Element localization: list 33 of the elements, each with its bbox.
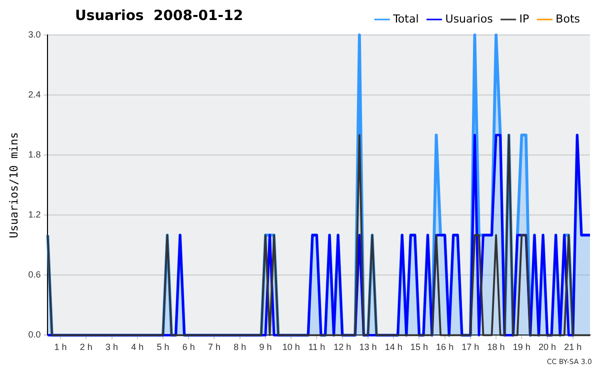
x-tick-label: 6 h bbox=[182, 342, 195, 352]
x-tick-label: 20 h bbox=[538, 342, 556, 352]
y-tick-label: 2.4 bbox=[28, 90, 41, 100]
x-tick-label: 12 h bbox=[334, 342, 352, 352]
x-tick-label: 10 h bbox=[282, 342, 300, 352]
x-tick-label: 11 h bbox=[308, 342, 326, 352]
x-tick-label: 13 h bbox=[359, 342, 377, 352]
x-tick-label: 18 h bbox=[487, 342, 505, 352]
x-tick-label: 14 h bbox=[384, 342, 402, 352]
chart-title: Usuarios 2008-01-12 bbox=[75, 8, 244, 24]
legend-label: Usuarios bbox=[445, 12, 494, 26]
x-tick-label: 9 h bbox=[259, 342, 272, 352]
x-tick-label: 16 h bbox=[436, 342, 454, 352]
x-tick-label: 4 h bbox=[131, 342, 144, 352]
legend-label: IP bbox=[519, 12, 530, 26]
y-tick-label: 3.0 bbox=[28, 29, 41, 40]
y-axis-title: Usuarios/10 mins bbox=[7, 132, 20, 238]
y-tick-label: 1.2 bbox=[28, 210, 41, 220]
x-tick-label: 17 h bbox=[462, 342, 480, 352]
x-tick-label: 5 h bbox=[156, 342, 170, 352]
x-tick-label: 15 h bbox=[410, 342, 428, 352]
y-tick-label: 0.6 bbox=[28, 270, 41, 280]
legend-label: Total bbox=[392, 12, 419, 26]
x-tick-label: 8 h bbox=[234, 342, 246, 352]
x-tick-label: 19 h bbox=[512, 342, 530, 352]
y-tick-label: 0.0 bbox=[28, 330, 41, 340]
legend-label: Bots bbox=[556, 12, 580, 26]
x-tick-label: 3 h bbox=[106, 342, 118, 352]
y-tick-label: 1.8 bbox=[28, 150, 41, 160]
x-tick-label: 21 h bbox=[564, 342, 582, 352]
x-tick-label: 7 h bbox=[208, 342, 220, 352]
x-tick-label: 1 h bbox=[54, 342, 67, 352]
x-tick-label: 2 h bbox=[80, 342, 92, 352]
